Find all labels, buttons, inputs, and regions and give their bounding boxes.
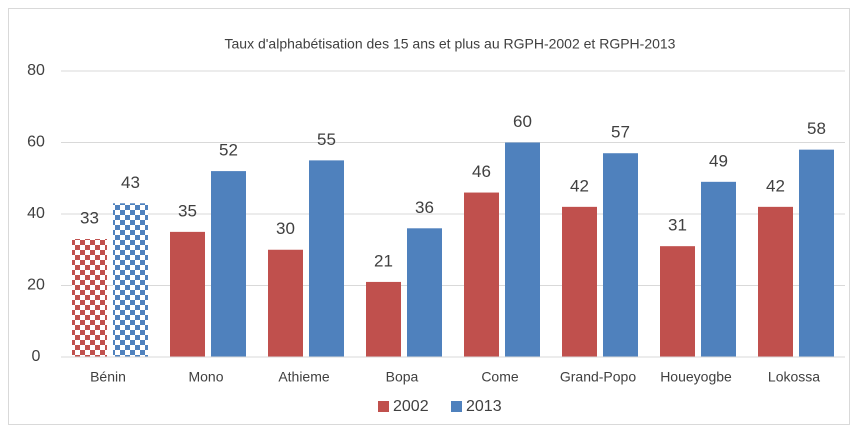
x-tick-label: Come (481, 369, 519, 385)
bar (268, 249, 303, 357)
value-label: 30 (276, 219, 295, 238)
bar (701, 181, 736, 357)
value-label: 42 (570, 176, 589, 195)
chart-title: Taux d'alphabétisation des 15 ans et plu… (225, 36, 676, 52)
bar (309, 160, 344, 357)
legend-label: 2013 (466, 398, 502, 415)
value-label: 58 (807, 119, 826, 138)
bar (562, 206, 597, 357)
value-label: 49 (709, 151, 728, 170)
bar (72, 239, 107, 357)
x-tick-label: Houeyogbe (660, 369, 732, 385)
value-label: 35 (178, 201, 197, 220)
bar (113, 203, 148, 357)
value-label: 21 (374, 251, 393, 270)
bar (758, 206, 793, 357)
bar (366, 281, 401, 357)
bar (407, 228, 442, 357)
y-tick-label: 40 (27, 205, 45, 222)
bar (799, 149, 834, 357)
value-label: 46 (472, 162, 491, 181)
x-tick-label: Bénin (90, 369, 126, 385)
y-tick-label: 0 (32, 348, 41, 365)
value-label: 55 (317, 130, 336, 149)
x-tick-label: Grand-Popo (560, 369, 636, 385)
value-label: 31 (668, 216, 687, 235)
value-label: 60 (513, 112, 532, 131)
legend-swatch (378, 401, 389, 412)
x-tick-label: Lokossa (768, 369, 820, 385)
bar (603, 153, 638, 357)
value-label: 36 (415, 198, 434, 217)
bar (170, 231, 205, 357)
value-label: 43 (121, 173, 140, 192)
legend-swatch (451, 401, 462, 412)
x-tick-label: Bopa (386, 369, 419, 385)
y-tick-label: 80 (27, 62, 45, 79)
value-label: 57 (611, 123, 630, 142)
bar (211, 171, 246, 357)
x-tick-label: Mono (188, 369, 223, 385)
bar (464, 192, 499, 357)
legend-label: 2002 (393, 398, 429, 415)
value-label: 33 (80, 209, 99, 228)
x-tick-label: Athieme (278, 369, 330, 385)
y-tick-label: 20 (27, 277, 45, 294)
value-label: 42 (766, 176, 785, 195)
bar (660, 246, 695, 357)
y-tick-label: 60 (27, 134, 45, 151)
value-label: 52 (219, 141, 238, 160)
bar (505, 142, 540, 357)
